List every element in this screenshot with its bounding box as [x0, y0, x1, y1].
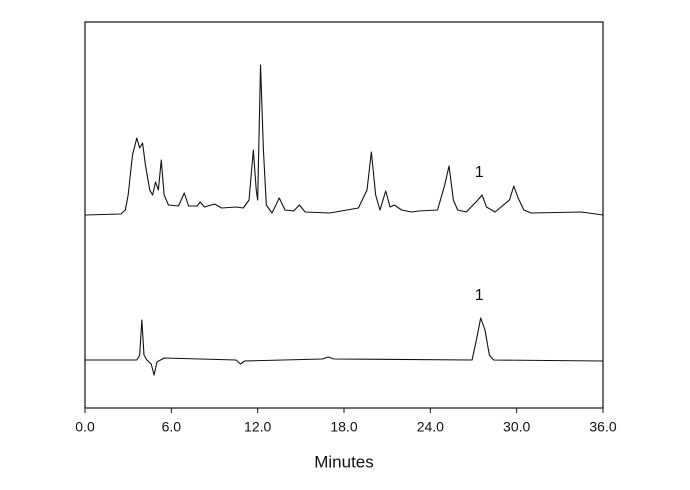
x-tick-label: 0.0: [75, 419, 95, 435]
x-tick-label: 18.0: [330, 419, 357, 435]
x-tick-label: 12.0: [244, 419, 271, 435]
x-tick-label: 6.0: [162, 419, 182, 435]
x-axis-label: Minutes: [314, 452, 374, 471]
x-tick-label: 30.0: [503, 419, 530, 435]
plot-frame: [84, 21, 604, 409]
peak-label: 1: [475, 164, 484, 181]
trace: [84, 64, 604, 216]
x-tick-label: 36.0: [589, 419, 616, 435]
trace: [85, 317, 604, 376]
x-tick-label: 24.0: [417, 419, 444, 435]
peak-label: 1: [475, 287, 484, 304]
